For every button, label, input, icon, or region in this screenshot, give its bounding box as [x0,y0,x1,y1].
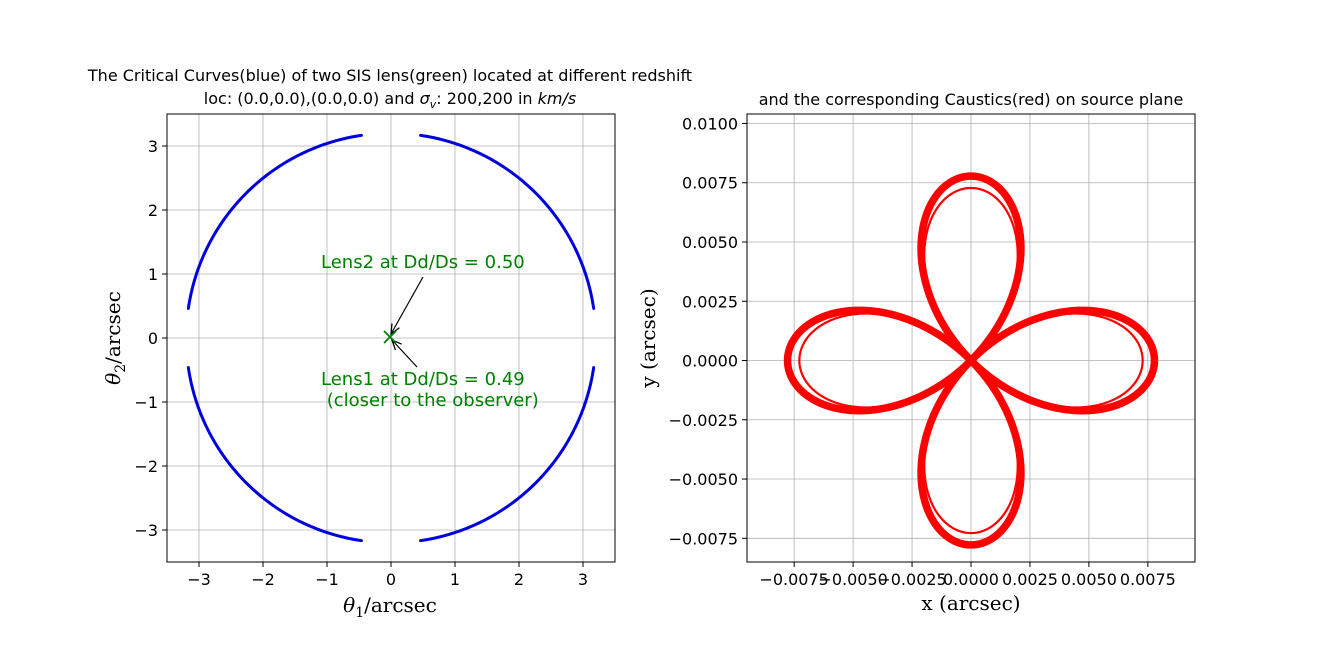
right-x-tick-label: 0.0050 [1061,570,1117,589]
right-y-tick-label: 0.0075 [682,174,738,193]
left-y-axis-label: θ2/arcsec [101,291,129,385]
lens-annotations: Lens2 at Dd/Ds = 0.50 Lens1 at Dd/Ds = 0… [321,252,539,411]
left-y-tick-label: −2 [134,457,158,476]
left-x-tick-label: −3 [187,570,211,589]
left-x-tick-label: 2 [514,570,524,589]
lens1-label-note: (closer to the observer) [321,390,539,411]
left-y-tick-label: 0 [148,329,158,348]
right-y-tick-label: −0.0075 [669,529,738,548]
right-x-tick-label: −0.0025 [877,570,946,589]
left-x-tick-label: 1 [450,570,460,589]
right-x-tick-label: 0.0075 [1120,570,1176,589]
right-y-tick-label: −0.0050 [669,470,738,489]
right-x-tick-label: 0.0025 [1002,570,1058,589]
caustic-curve [783,172,1159,549]
left-x-tick-label: 0 [386,570,396,589]
right-y-tick-label: −0.0025 [669,411,738,430]
left-x-tick-label: −1 [315,570,339,589]
left-chart-title: The Critical Curves(blue) of two SIS len… [87,66,692,85]
lens2-arrow [391,276,424,334]
left-y-tick-label: −1 [134,393,158,412]
lens1-arrow [392,340,418,368]
right-y-axis-label: y (arcsec) [636,288,660,388]
critical-curves-panel: The Critical Curves(blue) of two SIS len… [87,66,692,621]
right-y-tick-label: 0.0025 [682,292,738,311]
right-y-tick-label: 0.0100 [682,114,738,133]
right-chart-title: and the corresponding Caustics(red) on s… [759,90,1184,109]
left-y-tick-label: 1 [148,265,158,284]
critical-curve-arc [419,366,596,543]
left-ticks: −3 −2 −1 0 1 2 3 −3 −2 −1 0 1 2 3 [134,137,588,589]
right-x-axis-label: x (arcsec) [921,591,1020,615]
critical-curve-arc [186,133,363,310]
caustic-band-inner [798,186,1144,535]
right-y-tick-label: 0.0050 [682,233,738,252]
left-y-tick-label: 2 [148,201,158,220]
right-x-tick-label: 0.0000 [943,570,999,589]
left-x-tick-label: −2 [251,570,275,589]
caustic-band-outer [783,172,1159,549]
right-y-tick-label: 0.0000 [682,352,738,371]
right-grid [747,114,1195,562]
caustics-panel: and the corresponding Caustics(red) on s… [636,90,1196,615]
left-y-tick-label: 3 [148,137,158,156]
lens1-label: Lens1 at Dd/Ds = 0.49 [321,369,525,390]
right-x-tick-label: −0.0075 [759,570,828,589]
left-y-tick-label: −3 [134,521,158,540]
lens2-label: Lens2 at Dd/Ds = 0.50 [321,252,525,273]
critical-curve-arc [186,366,363,543]
left-x-tick-label: 3 [578,570,588,589]
left-chart-subtitle: loc: (0.0,0.0),(0.0,0.0) and σv: 200,200… [204,89,576,111]
lens-marker-x [383,330,397,344]
left-grid [167,114,615,562]
right-x-tick-label: −0.0050 [818,570,887,589]
critical-curve [186,133,596,543]
left-x-axis-label: θ1/arcsec [343,593,437,621]
critical-curve-arc [419,133,596,310]
